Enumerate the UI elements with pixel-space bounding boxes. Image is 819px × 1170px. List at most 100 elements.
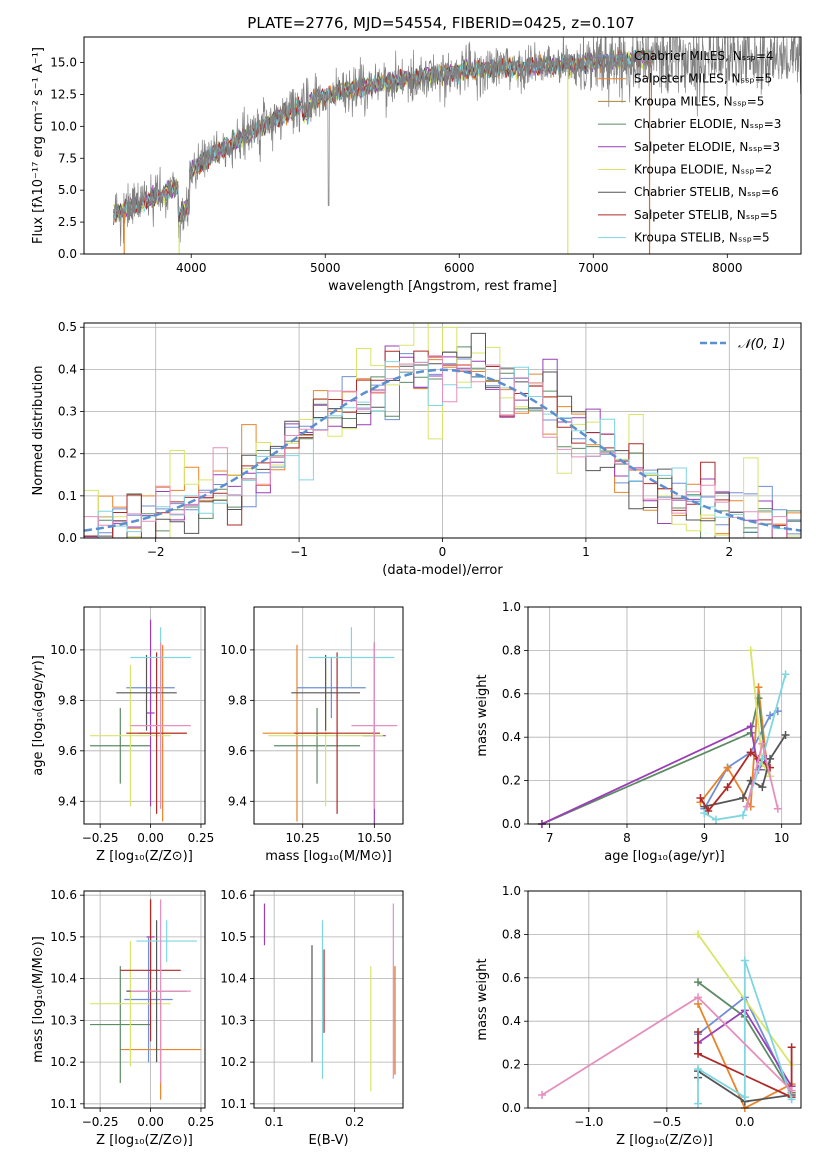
x-tick-label: 0.00 <box>137 1115 164 1129</box>
plots-layer: 4000 5000 6000 7000 80000.02.55.07.510.012.5… <box>31 36 802 1148</box>
weight-point-marker <box>766 754 775 763</box>
errorbars <box>263 903 396 1092</box>
y-tick-label: 10.2 <box>50 1055 77 1069</box>
y-tick-label: 0.0 <box>58 247 77 261</box>
axes-frame <box>83 606 206 825</box>
weight-point-marker <box>758 739 767 748</box>
legend-entry: Salpeter STELIB, Nₛₛₚ=5 <box>634 208 778 222</box>
legend-entry: Chabrier ELODIE, Nₛₛₚ=3 <box>634 117 781 131</box>
weight-point-marker <box>746 646 755 655</box>
weight-point-marker <box>740 956 749 965</box>
spectrum-lines <box>113 37 801 254</box>
y-tick-label: 0.0 <box>502 817 521 831</box>
chart-spectrum: 4000 5000 6000 7000 8000 0.0 2.5 5.0 7.5 10.0 12.5… <box>31 36 802 294</box>
x-tick-label: 0.00 <box>137 831 164 845</box>
y-tick-label: 0.4 <box>58 362 77 376</box>
x-tick-label: −0.25 <box>82 831 119 845</box>
x-tick-label: 0.25 <box>188 1115 215 1129</box>
weight-point-marker <box>723 783 732 792</box>
y-tick-label: 5.0 <box>58 183 77 197</box>
y-tick-label: 10.6 <box>220 888 247 902</box>
y-tick-label: 0.2 <box>502 1058 521 1072</box>
y-tick-label: 10.4 <box>50 972 77 986</box>
x-tick-label: 4000 <box>176 261 207 275</box>
y-tick-label: 0.0 <box>58 531 77 545</box>
x-axis-label: E(B-V) <box>308 1133 348 1148</box>
y-tick-label: 0.2 <box>58 447 77 461</box>
x-axis-label: mass [log₁₀(M/M⊙)] <box>265 849 392 864</box>
x-tick-label: 0.0 <box>735 1115 754 1129</box>
x-tick-label: 6000 <box>444 261 475 275</box>
weight-point-marker <box>787 1095 796 1104</box>
weight-point-marker <box>738 793 747 802</box>
chart-weight_vs_age: 7 8 9 10 0.0 0.2 0.4 0.6 0.8 1.0 age [log₁₀(age/yr… <box>475 600 802 864</box>
y-tick-label: 0.5 <box>58 320 77 334</box>
x-axis-label: Z [log₁₀(Z/Z⊙)] <box>96 849 193 864</box>
legend-entry: Kroupa ELODIE, Nₛₛₚ=2 <box>634 163 772 177</box>
weight-point-marker <box>700 809 709 818</box>
weight-point-marker <box>773 804 782 813</box>
y-tick-label: 12.5 <box>50 87 77 101</box>
y-tick-label: 10.1 <box>50 1097 77 1111</box>
legend-entry: Kroupa STELIB, Nₛₛₚ=5 <box>634 231 770 245</box>
legend-entry: Kroupa MILES, Nₛₛₚ=5 <box>634 94 764 108</box>
x-tick-label: 5000 <box>310 261 341 275</box>
chart-residuals: −2 −1 0 1 2 0.0 0.1 0.2 0.3 0.4 0.5 (data-model)/er… <box>31 320 802 578</box>
axes-frame <box>527 606 802 825</box>
y-tick-label: 15.0 <box>50 56 77 70</box>
weight-lines <box>537 646 790 828</box>
y-tick-label: 10.5 <box>220 930 247 944</box>
weight-point-marker <box>740 1093 749 1102</box>
residual-histogram <box>84 355 801 538</box>
y-tick-label: 10.3 <box>220 1013 247 1027</box>
legend-entry: Chabrier MILES, Nₛₛₚ=4 <box>634 49 774 63</box>
residual-bars <box>84 323 801 538</box>
axes-frame <box>527 890 802 1109</box>
weight-point-marker <box>694 1049 703 1058</box>
chart-age_vs_mass: 10.25 10.50 9.4 9.6 9.8 10.0 mass [log₁₀(M/M⊙)… <box>220 606 404 864</box>
axes-frame <box>83 36 802 255</box>
y-axis-label: mass weight <box>475 674 490 756</box>
legend-entry: Salpeter MILES, Nₛₛₚ=5 <box>634 72 772 86</box>
y-axis-label: mass weight <box>475 958 490 1040</box>
x-tick-label: 0.1 <box>265 1115 284 1129</box>
y-axis-label: mass [log₁₀(M/M⊙)] <box>31 936 46 1063</box>
x-axis-label: age [log₁₀(age/yr)] <box>604 849 725 864</box>
axes-frame <box>83 322 802 539</box>
weight-point-marker <box>694 978 703 987</box>
y-axis-label: Flux [fλ10⁻¹⁷ erg cm⁻² s⁻¹ A⁻¹] <box>31 47 46 244</box>
legend-entry: Chabrier STELIB, Nₛₛₚ=6 <box>634 185 779 199</box>
axes-frame <box>83 890 206 1109</box>
x-tick-label: 2 <box>725 545 733 559</box>
x-axis-label: wavelength [Angstrom, rest frame] <box>328 279 557 294</box>
axes-frame <box>253 606 404 825</box>
weight-point-marker <box>754 683 763 692</box>
weight-point-marker <box>787 1086 796 1095</box>
y-tick-label: 0.1 <box>58 489 77 503</box>
weight-point-marker <box>787 1043 796 1052</box>
weight-point-marker <box>694 1028 703 1037</box>
y-tick-label: 9.8 <box>58 693 77 707</box>
weight-series-line <box>699 751 771 813</box>
y-tick-label: 10.4 <box>220 972 247 986</box>
figure-title: PLATE=2776, MJD=54554, FIBERID=0425, z=0… <box>247 14 634 32</box>
y-tick-label: 0.6 <box>502 687 521 701</box>
errorbars <box>262 627 398 824</box>
x-tick-label: 0.25 <box>188 831 215 845</box>
weight-lines <box>538 930 796 1112</box>
x-tick-label: 9 <box>701 831 709 845</box>
chart-age_vs_Z: −0.25 0.00 0.25 9.4 9.6 9.8 10.0 Z [log₁₀(Z/Z⊙)… <box>31 606 215 864</box>
x-tick-label: 1 <box>582 545 590 559</box>
y-tick-label: 9.8 <box>228 693 247 707</box>
y-tick-label: 0.3 <box>58 405 77 419</box>
y-axis-label: age [log₁₀(age/yr)] <box>31 655 46 776</box>
weight-point-marker <box>766 711 775 720</box>
x-tick-label: 0 <box>439 545 447 559</box>
x-axis-label: (data-model)/error <box>382 563 503 578</box>
x-tick-label: −2 <box>147 545 165 559</box>
y-tick-label: 9.6 <box>58 744 77 758</box>
x-tick-label: 7 <box>546 831 554 845</box>
weight-point-marker <box>746 748 755 757</box>
legend-entry: 𝒩(0, 1) <box>738 337 785 352</box>
